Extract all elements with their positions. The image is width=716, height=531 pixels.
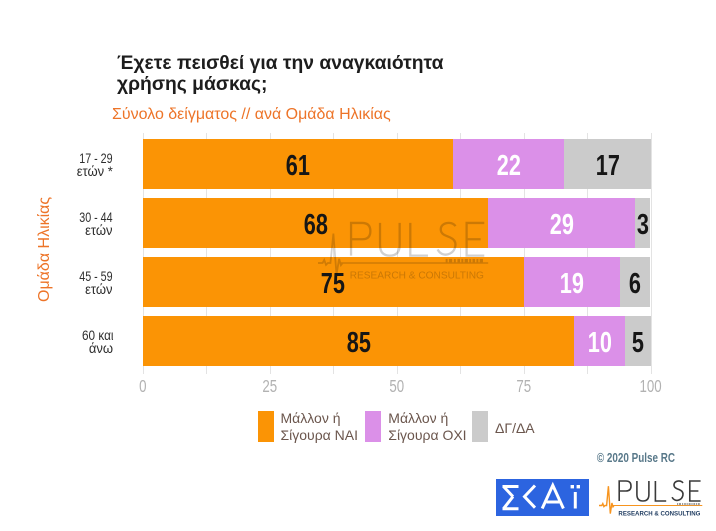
svg-text:RESEARCH & CONSULTING: RESEARCH & CONSULTING [350,271,484,282]
svg-text:RESEARCH & CONSULTING: RESEARCH & CONSULTING [618,510,700,517]
